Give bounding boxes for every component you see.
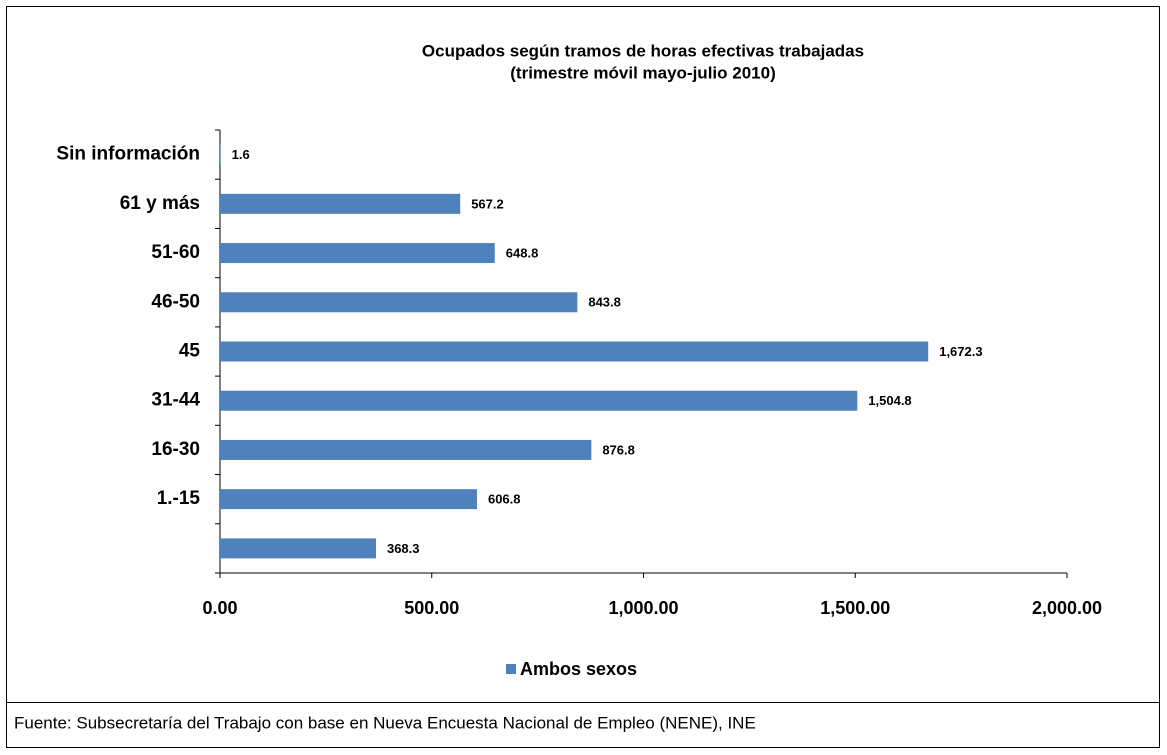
- chart-subtitle: (trimestre móvil mayo-julio 2010): [510, 63, 775, 82]
- data-label: 567.2: [471, 196, 504, 211]
- data-label: 876.8: [602, 442, 635, 457]
- y-tick-label: 1.-15: [157, 488, 201, 509]
- source-note: Fuente: Subsecretaría del Trabajo con ba…: [14, 713, 756, 732]
- bar: [220, 538, 376, 559]
- y-tick-label: Sin información: [56, 144, 200, 165]
- bar: [220, 489, 477, 510]
- legend-swatch: [506, 664, 516, 674]
- data-label: 368.3: [387, 541, 420, 556]
- x-tick-label: 1,500.00: [820, 598, 890, 618]
- data-label: 1,672.3: [939, 344, 982, 359]
- bar: [220, 292, 578, 313]
- bar: [220, 439, 592, 460]
- data-label: 606.8: [488, 492, 521, 507]
- bar: [220, 390, 858, 411]
- y-tick-label: 46-50: [151, 291, 200, 312]
- data-label: 1,504.8: [868, 393, 911, 408]
- y-tick-label: 31-44: [151, 390, 200, 411]
- data-label: 843.8: [588, 295, 621, 310]
- y-tick-label: 45: [179, 341, 201, 362]
- y-tick-label: 61 y más: [120, 193, 200, 214]
- x-tick-label: 500.00: [404, 598, 459, 618]
- data-label: 648.8: [506, 245, 539, 260]
- bar: [220, 144, 221, 165]
- legend-label: Ambos sexos: [520, 659, 637, 679]
- bar: [220, 341, 929, 362]
- x-tick-label: 1,000.00: [608, 598, 678, 618]
- y-tick-label: 16-30: [151, 439, 200, 460]
- chart-title: Ocupados según tramos de horas efectivas…: [422, 41, 864, 60]
- data-label: 1.6: [232, 147, 250, 162]
- x-tick-label: 2,000.00: [1032, 598, 1102, 618]
- bar: [220, 193, 461, 214]
- y-tick-label: 51-60: [151, 242, 200, 263]
- outer-border: [6, 6, 1160, 748]
- x-tick-label: 0.00: [202, 598, 237, 618]
- bar: [220, 243, 495, 264]
